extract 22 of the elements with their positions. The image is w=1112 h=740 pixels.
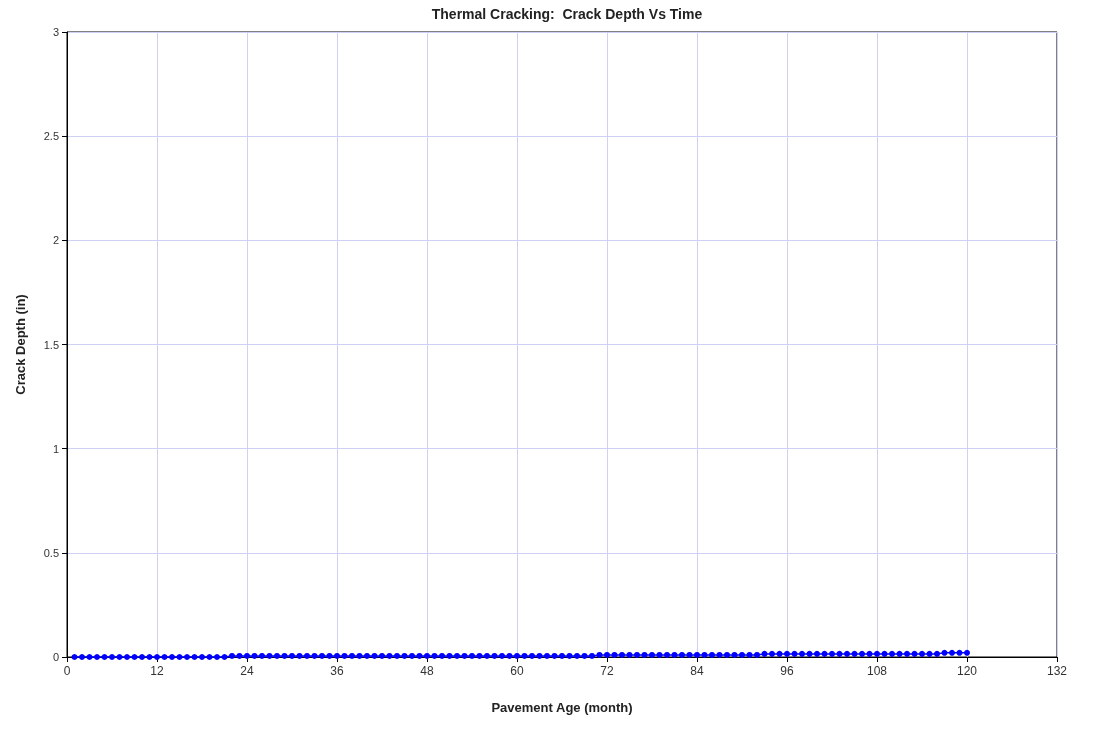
x-axis-title: Pavement Age (month)	[491, 700, 633, 715]
y-tick-label: 2.5	[43, 130, 59, 143]
y-tick-label: 3	[52, 26, 59, 38]
y-axis-title: Crack Depth (in)	[13, 294, 28, 395]
x-tick-label: 24	[240, 664, 254, 678]
y-tick-label: 0.5	[43, 546, 59, 559]
x-tick-label: 132	[1046, 664, 1068, 678]
x-tick-label: 48	[420, 664, 434, 678]
x-tick-label: 84	[690, 664, 704, 678]
x-tick-label: 72	[600, 664, 614, 678]
y-tick-label: 2	[52, 234, 59, 247]
x-tick-label: 36	[330, 664, 344, 678]
x-tick-label: 120	[956, 664, 978, 678]
x-tick-label: 60	[510, 664, 524, 678]
x-tick-label: 0	[63, 664, 71, 678]
x-tick-label: 108	[866, 664, 888, 678]
y-tick-label: 0	[52, 651, 59, 663]
chart-title: Thermal Cracking: Crack Depth Vs Time	[431, 6, 703, 22]
y-tick-label: 1	[52, 442, 59, 455]
x-tick-label: 96	[780, 664, 794, 678]
x-tick-label: 12	[150, 664, 164, 678]
y-tick-label: 1.5	[43, 338, 59, 351]
